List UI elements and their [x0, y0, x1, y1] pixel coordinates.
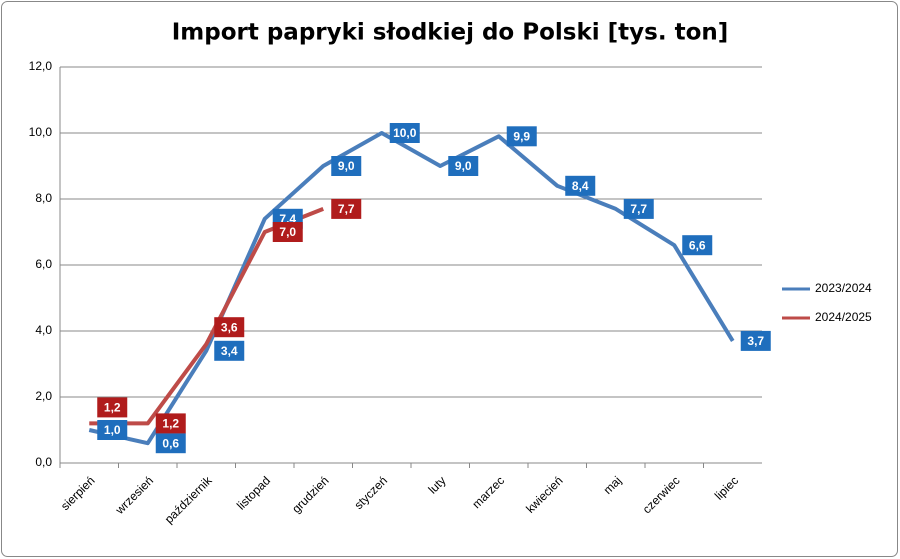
data-label-box: [331, 198, 362, 219]
y-tick-label: 0,0: [35, 455, 52, 469]
data-label-box: [155, 413, 186, 434]
data-label-text: 10,0: [393, 126, 417, 140]
data-label-text: 7,0: [279, 225, 296, 239]
data-label-text: 3,4: [221, 344, 238, 358]
data-label-box: [331, 156, 362, 176]
y-tick-label: 4,0: [35, 323, 52, 337]
data-label-box: [506, 126, 537, 147]
y-tick-label: 6,0: [35, 257, 52, 271]
data-label: 3,7: [740, 330, 771, 351]
y-tick-label: 12,0: [29, 59, 53, 73]
data-label-box: [623, 198, 654, 219]
data-label: 1,2: [155, 413, 186, 434]
data-label-box: [214, 340, 245, 361]
legend-label: 2023/2024: [815, 281, 872, 295]
data-label-text: 3,6: [221, 320, 238, 334]
y-tick-label: 8,0: [35, 191, 52, 205]
data-label-text: 0,6: [162, 436, 179, 450]
data-label-text: 9,0: [455, 159, 472, 173]
data-label-text: 7,7: [338, 202, 355, 216]
data-label-text: 6,6: [689, 238, 706, 252]
data-label: 7,0: [272, 222, 303, 242]
data-label-box: [565, 175, 596, 196]
data-label-text: 1,0: [104, 423, 121, 437]
legend-label: 2024/2025: [815, 310, 872, 324]
data-label: 3,6: [214, 317, 245, 338]
data-label: 9,9: [506, 126, 537, 147]
data-label-box: [448, 156, 479, 176]
data-label-box: [97, 420, 128, 440]
data-label-text: 9,0: [338, 159, 355, 173]
data-label-box: [740, 330, 771, 351]
data-label: 9,0: [331, 156, 362, 176]
data-label: 0,6: [155, 433, 186, 454]
data-label-box: [97, 397, 128, 418]
data-label-text: 1,2: [104, 401, 121, 415]
data-label: 8,4: [565, 175, 596, 196]
data-label-box: [214, 317, 245, 338]
data-label: 6,6: [682, 235, 713, 256]
y-tick-label: 2,0: [35, 389, 52, 403]
data-label: 7,7: [331, 198, 362, 219]
data-label-text: 9,9: [513, 129, 530, 143]
data-label-text: 3,7: [747, 334, 764, 348]
data-label-box: [155, 433, 186, 454]
data-label: 9,0: [448, 156, 479, 176]
data-label: 3,4: [214, 340, 245, 361]
data-label: 10,0: [389, 123, 420, 143]
data-label-text: 7,7: [630, 202, 647, 216]
y-tick-label: 10,0: [29, 125, 53, 139]
data-label-box: [272, 222, 303, 242]
data-label-text: 1,2: [162, 417, 179, 431]
data-label-box: [682, 235, 713, 256]
data-label: 7,7: [623, 198, 654, 219]
data-label: 1,2: [97, 397, 128, 418]
data-label-text: 8,4: [572, 179, 589, 193]
data-label-box: [389, 123, 420, 143]
chart-title: Import papryki słodkiej do Polski [tys. …: [172, 20, 729, 46]
data-label: 1,0: [97, 420, 128, 440]
